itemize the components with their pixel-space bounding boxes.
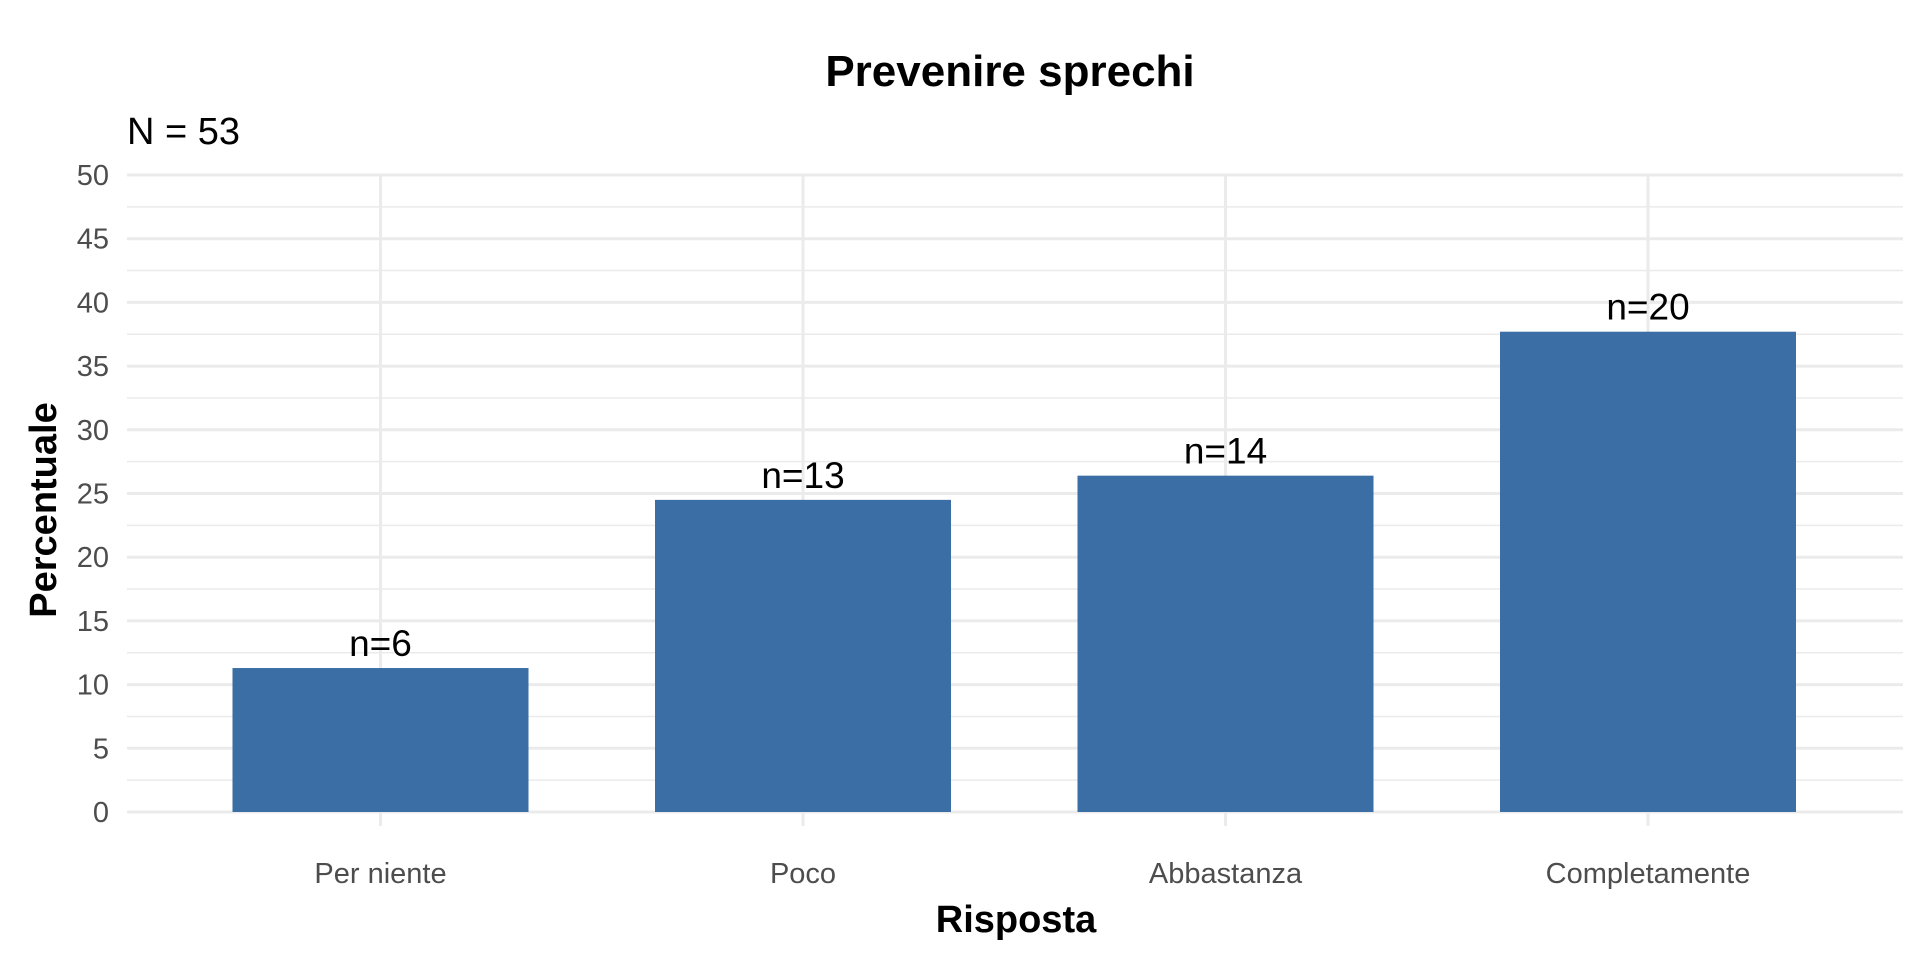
y-tick-label: 20: [77, 542, 109, 574]
y-tick-label: 10: [77, 670, 109, 702]
x-tick-label: Abbastanza: [1149, 858, 1303, 890]
data-labels: n=6 n=13 n=14 n=20: [349, 287, 1690, 664]
y-tick-label: 35: [77, 351, 109, 383]
bar-data-label: n=13: [761, 455, 844, 496]
y-tick-label: 15: [77, 606, 109, 638]
y-axis-ticks: 0 5 10 15 20 25 30 35 40 45 50: [77, 160, 109, 829]
chart-title: Prevenire sprechi: [825, 47, 1194, 96]
y-tick-label: 5: [93, 733, 109, 765]
y-axis-title: Percentuale: [23, 402, 65, 617]
bar: [1077, 475, 1374, 812]
bar-data-label: n=6: [349, 623, 412, 664]
bar: [1500, 331, 1796, 812]
y-tick-label: 50: [77, 160, 109, 192]
bar: [232, 668, 529, 812]
y-tick-label: 45: [77, 224, 109, 256]
x-tick-label: Per niente: [314, 858, 446, 890]
bar-data-label: n=14: [1184, 431, 1267, 472]
x-axis-title: Risposta: [936, 899, 1097, 941]
y-tick-label: 30: [77, 415, 109, 447]
bars: [232, 331, 1796, 812]
y-tick-label: 25: [77, 479, 109, 511]
y-tick-label: 0: [93, 797, 109, 829]
bar: [655, 499, 951, 812]
chart-subtitle: N = 53: [127, 111, 240, 153]
bar-data-label: n=20: [1606, 287, 1689, 328]
x-tick-label: Poco: [770, 858, 836, 890]
x-tick-label: Completamente: [1546, 858, 1751, 890]
y-tick-label: 40: [77, 287, 109, 319]
x-axis-ticks: Per niente Poco Abbastanza Completamente: [314, 858, 1750, 890]
